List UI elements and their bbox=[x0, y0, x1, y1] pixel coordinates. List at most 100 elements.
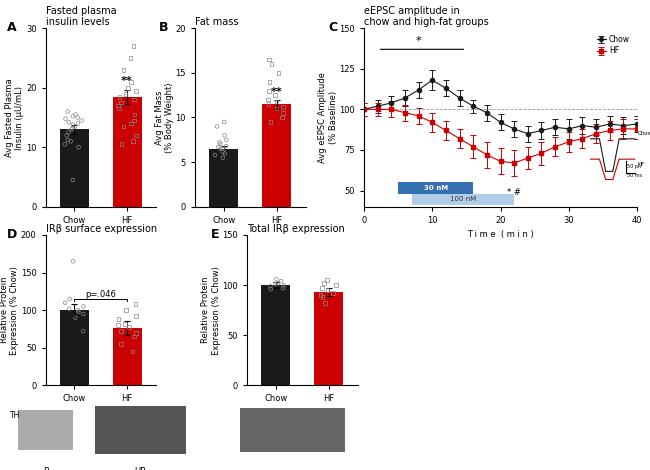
Point bbox=[121, 306, 131, 314]
Point bbox=[113, 102, 124, 110]
Point bbox=[271, 105, 281, 112]
Point bbox=[68, 125, 78, 132]
Point bbox=[62, 136, 73, 144]
Point bbox=[62, 108, 73, 115]
Point bbox=[214, 139, 225, 146]
Point bbox=[60, 299, 70, 306]
Text: 100 nM: 100 nM bbox=[450, 196, 476, 203]
Point bbox=[331, 282, 341, 289]
Point bbox=[328, 290, 338, 297]
Point bbox=[322, 276, 332, 284]
Point bbox=[113, 315, 124, 323]
Point bbox=[64, 305, 74, 313]
Point bbox=[116, 328, 126, 335]
Point bbox=[220, 149, 230, 157]
Point bbox=[278, 109, 289, 117]
Point bbox=[70, 314, 81, 321]
Point bbox=[64, 295, 75, 303]
Bar bbox=[112, 97, 142, 207]
Text: **: ** bbox=[121, 76, 133, 86]
Bar bbox=[18, 410, 73, 450]
Point bbox=[118, 66, 129, 74]
X-axis label: T i m e  ( m i n ): T i m e ( m i n ) bbox=[467, 230, 534, 239]
Point bbox=[315, 291, 326, 299]
Point bbox=[78, 310, 88, 318]
Point bbox=[273, 279, 283, 287]
Point bbox=[279, 282, 289, 289]
Point bbox=[210, 151, 220, 159]
Point bbox=[129, 117, 139, 124]
Point bbox=[131, 329, 142, 337]
Y-axis label: Relative Protein
Expression (% Chow): Relative Protein Expression (% Chow) bbox=[202, 266, 221, 355]
Point bbox=[265, 118, 276, 125]
Point bbox=[217, 145, 228, 152]
Point bbox=[264, 87, 274, 94]
Point bbox=[78, 303, 88, 310]
Point bbox=[60, 115, 71, 123]
Bar bbox=[240, 407, 345, 453]
Point bbox=[131, 132, 141, 139]
Bar bbox=[314, 292, 343, 385]
Text: D: D bbox=[6, 228, 17, 241]
Point bbox=[264, 55, 274, 63]
Point bbox=[129, 111, 140, 118]
Point bbox=[122, 84, 133, 92]
Legend: Chow, HF: Chow, HF bbox=[594, 32, 633, 58]
Point bbox=[213, 143, 224, 151]
Text: * #: * # bbox=[507, 188, 521, 197]
Point bbox=[73, 143, 84, 151]
Point bbox=[263, 96, 274, 103]
Point bbox=[78, 328, 88, 335]
Text: UB: UB bbox=[135, 467, 146, 470]
Point bbox=[62, 132, 72, 139]
Y-axis label: Relative Protein
Expression (% Chow): Relative Protein Expression (% Chow) bbox=[0, 266, 20, 355]
Point bbox=[73, 120, 83, 127]
Bar bbox=[261, 285, 291, 385]
Point bbox=[68, 112, 78, 120]
Point bbox=[263, 100, 274, 108]
Point bbox=[131, 313, 141, 320]
Point bbox=[131, 87, 141, 94]
Text: HF: HF bbox=[638, 162, 645, 167]
Point bbox=[112, 321, 123, 329]
Text: p=.046: p=.046 bbox=[85, 290, 116, 298]
Point bbox=[265, 282, 276, 290]
Point bbox=[218, 154, 228, 161]
Point bbox=[129, 333, 139, 340]
Point bbox=[120, 90, 131, 97]
Point bbox=[68, 176, 78, 184]
Y-axis label: Avg Fat Mass
(% Body Weight): Avg Fat Mass (% Body Weight) bbox=[155, 82, 174, 153]
Point bbox=[219, 118, 229, 125]
Bar bbox=[60, 310, 89, 385]
Point bbox=[212, 123, 222, 130]
Point bbox=[60, 141, 70, 148]
Bar bbox=[412, 194, 514, 205]
Point bbox=[114, 105, 124, 112]
Point bbox=[276, 277, 286, 285]
Point bbox=[265, 285, 276, 293]
Bar bbox=[262, 104, 291, 207]
Point bbox=[125, 120, 136, 127]
Point bbox=[129, 96, 139, 103]
Bar bbox=[209, 149, 239, 207]
Bar bbox=[398, 182, 473, 194]
Point bbox=[278, 284, 288, 292]
Text: Fasted plasma
insulin levels: Fasted plasma insulin levels bbox=[46, 6, 116, 27]
Point bbox=[221, 136, 231, 144]
Text: 50 pA: 50 pA bbox=[627, 164, 641, 169]
Point bbox=[125, 78, 136, 86]
Point bbox=[278, 103, 289, 110]
Text: IRβ surface expression: IRβ surface expression bbox=[46, 224, 157, 234]
Point bbox=[271, 275, 281, 283]
Text: A: A bbox=[6, 21, 16, 34]
Point bbox=[221, 142, 231, 150]
Text: *: * bbox=[416, 37, 421, 47]
Bar bbox=[95, 406, 186, 454]
Point bbox=[116, 340, 127, 348]
Point bbox=[72, 114, 83, 121]
Point bbox=[73, 306, 83, 314]
Point bbox=[114, 93, 125, 101]
Point bbox=[70, 111, 81, 118]
Point bbox=[131, 300, 141, 308]
Point bbox=[77, 117, 87, 124]
